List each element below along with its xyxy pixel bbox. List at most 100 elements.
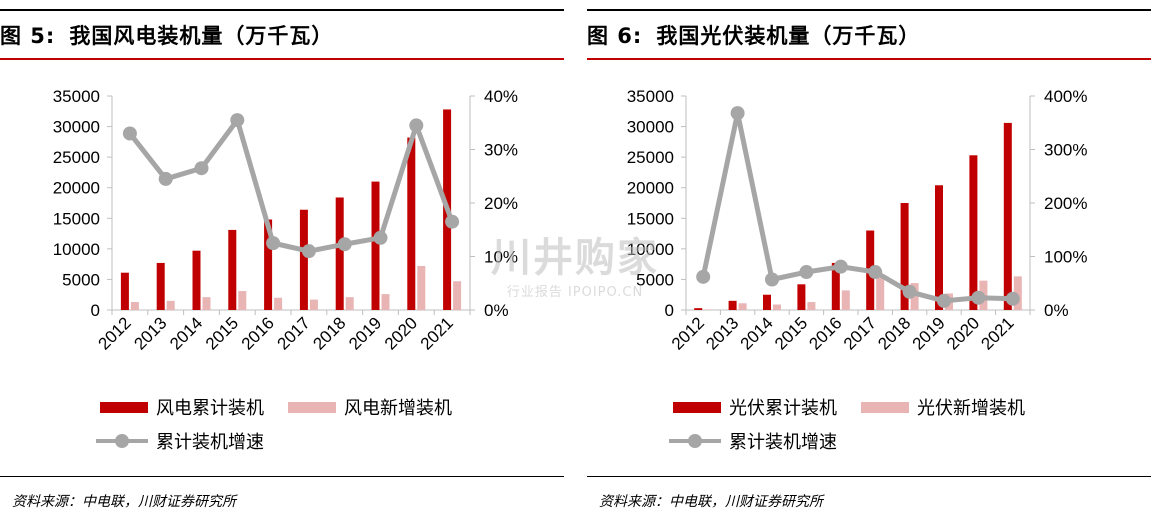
- figure-number: 图 6:: [587, 24, 643, 48]
- chart-legend: 光伏累计装机 光伏新增装机 累计装机增速: [587, 380, 1151, 470]
- point-growth-2013: [158, 171, 173, 186]
- legend-swatch-new: [861, 401, 909, 413]
- bottom-rule: [0, 476, 564, 477]
- bar-new-2016: [841, 290, 850, 310]
- point-growth-2018: [337, 237, 352, 252]
- bar-cumulative-2014: [763, 294, 771, 310]
- point-growth-2021: [1005, 291, 1020, 306]
- figure-title: 图 5: 我国风电装机量（万千瓦）: [0, 20, 333, 50]
- point-growth-2021: [445, 214, 460, 229]
- bar-new-2014: [202, 297, 211, 310]
- bar-cumulative-2021: [1003, 122, 1012, 310]
- bar-cumulative-2016: [831, 262, 840, 310]
- bar-new-2013: [166, 300, 175, 310]
- bar-new-2016: [274, 297, 283, 310]
- y-tick-label-left: 20000: [627, 179, 674, 198]
- line-growth: [700, 110, 1013, 304]
- source-note: 资料来源：中电联，川财证券研究所: [12, 494, 236, 510]
- point-growth-2017: [868, 265, 883, 280]
- x-tick-label: 2021: [417, 313, 457, 353]
- legend-label-growth: 累计装机增速: [156, 432, 264, 453]
- point-growth-2018: [902, 284, 917, 299]
- bar-new-2019: [381, 294, 390, 310]
- legend-label-new: 光伏新增装机: [917, 398, 1025, 419]
- bar-new-2013: [738, 303, 747, 310]
- legend-swatch-new: [288, 401, 336, 413]
- y-tick-label-left: 30000: [53, 118, 100, 137]
- x-tick-label: 2018: [309, 313, 349, 353]
- bar-cumulative-2015: [797, 284, 806, 310]
- bar-new-2014: [773, 304, 781, 310]
- bar-new-2021: [453, 281, 462, 310]
- x-tick-label: 2020: [943, 313, 983, 353]
- figure-number: 图 5:: [0, 24, 56, 48]
- y-tick-label-left: 15000: [53, 209, 100, 228]
- y-tick-label-left: 0: [665, 301, 674, 320]
- point-growth-2017: [301, 244, 316, 259]
- y-tick-label-left: 30000: [627, 118, 674, 137]
- x-tick-label: 2015: [202, 313, 242, 353]
- x-tick-label: 2017: [840, 313, 880, 353]
- legend-item-new: 风电新增装机: [288, 394, 452, 420]
- bar-cumulative-2019: [371, 181, 380, 310]
- bottom-rule: [587, 476, 1151, 477]
- point-growth-2015: [230, 113, 245, 128]
- bar-cumulative-2017: [299, 209, 308, 310]
- legend-item-new: 光伏新增装机: [861, 394, 1025, 420]
- bar-new-2018: [345, 297, 354, 310]
- line-growth: [127, 117, 455, 254]
- bar-new-2021: [1013, 276, 1022, 310]
- x-tick-label: 2018: [874, 313, 914, 353]
- figure-panel-solar: 图 6: 我国光伏装机量（万千瓦） 0 5000 10000 15000 20000 250…: [587, 0, 1151, 521]
- bar-cumulative-2018: [900, 203, 909, 310]
- point-growth-2016: [833, 259, 848, 274]
- bar-cumulative-2012: [120, 272, 129, 310]
- y-tick-label-right: 0%: [1044, 301, 1069, 320]
- point-growth-2016: [266, 236, 281, 251]
- legend-label-growth: 累计装机增速: [729, 432, 837, 453]
- x-tick-label: 2013: [130, 313, 170, 353]
- legend-item-cumulative: 光伏累计装机: [673, 394, 837, 420]
- bar-new-2017: [309, 299, 318, 310]
- bar-cumulative-2013: [728, 300, 737, 310]
- y-tick-label-right: 200%: [1044, 194, 1087, 213]
- point-growth-2013: [730, 106, 745, 121]
- y-tick-label-left: 15000: [627, 209, 674, 228]
- bar-cumulative-2015: [228, 229, 237, 310]
- y-tick-label-left: 0: [91, 301, 100, 320]
- legend-label-new: 风电新增装机: [344, 398, 452, 419]
- figure-title-text: 我国风电装机量（万千瓦）: [69, 24, 334, 48]
- y-tick-label-right: 20%: [484, 194, 518, 213]
- legend-item-growth: 累计装机增速: [669, 428, 837, 454]
- legend-line-growth: [669, 434, 721, 448]
- legend-label-cumulative: 风电累计装机: [156, 398, 264, 419]
- bar-cumulative-2013: [156, 262, 165, 310]
- bar-cumulative-2018: [335, 197, 344, 310]
- point-growth-2014: [765, 272, 779, 287]
- source-note: 资料来源：中电联，川财证券研究所: [599, 494, 823, 510]
- x-tick-label: 2016: [238, 313, 278, 353]
- bar-new-2012: [704, 309, 713, 310]
- y-tick-label-left: 20000: [53, 179, 100, 198]
- bar-new-2017: [876, 277, 885, 310]
- y-tick-label-right: 300%: [1044, 141, 1087, 160]
- point-growth-2020: [409, 118, 424, 133]
- y-tick-label-left: 25000: [627, 148, 674, 167]
- legend-item-growth: 累计装机增速: [96, 428, 264, 454]
- legend-label-cumulative: 光伏累计装机: [729, 398, 837, 419]
- top-rule: [587, 9, 1151, 11]
- title-rule: [587, 58, 1151, 60]
- title-rule: [0, 58, 564, 60]
- y-tick-label-right: 0%: [484, 301, 509, 320]
- bar-new-2015: [238, 291, 247, 310]
- y-tick-label-left: 5000: [636, 270, 674, 289]
- legend-line-growth: [96, 434, 148, 448]
- point-growth-2019: [937, 293, 951, 308]
- bar-cumulative-2019: [935, 185, 943, 310]
- x-tick-label: 2014: [737, 313, 777, 353]
- y-tick-label-left: 25000: [53, 148, 100, 167]
- legend-item-cumulative: 风电累计装机: [100, 394, 264, 420]
- x-tick-label: 2019: [345, 313, 385, 353]
- figure-title: 图 6: 我国光伏装机量（万千瓦）: [587, 20, 920, 50]
- x-tick-label: 2013: [702, 313, 742, 353]
